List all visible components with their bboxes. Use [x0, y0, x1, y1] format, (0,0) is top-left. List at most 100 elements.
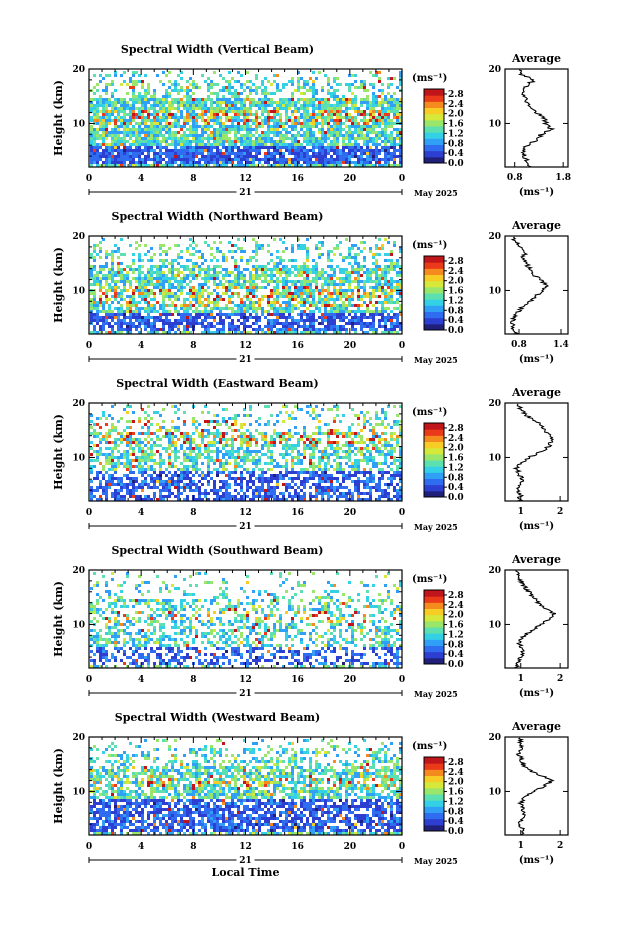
heatmap-cell	[390, 298, 393, 301]
heatmap-cell	[312, 280, 315, 283]
heatmap-cell	[132, 471, 135, 474]
heatmap-cell	[357, 247, 360, 250]
heatmap-cell	[321, 101, 324, 104]
heatmap-cell	[144, 468, 147, 471]
heatmap-cell	[108, 158, 111, 161]
heatmap-cell	[264, 98, 267, 101]
heatmap-cell	[336, 143, 339, 146]
heatmap-cell	[108, 325, 111, 328]
heatmap-cell	[135, 304, 138, 307]
heatmap-cell	[195, 101, 198, 104]
heatmap-cell	[249, 107, 252, 110]
heatmap-cell	[273, 128, 276, 131]
heatmap-cell	[126, 492, 129, 495]
heatmap-cell	[381, 140, 384, 143]
heatmap-cell	[336, 113, 339, 116]
heatmap-cell	[363, 289, 366, 292]
heatmap-cell	[123, 435, 126, 438]
heatmap-cell	[297, 289, 300, 292]
heatmap-cell	[114, 158, 117, 161]
heatmap-cell	[117, 146, 120, 149]
heatmap-cell	[132, 158, 135, 161]
heatmap-cell	[276, 134, 279, 137]
heatmap-cell	[279, 140, 282, 143]
heatmap-cell	[255, 328, 258, 331]
heatmap-cell	[132, 74, 135, 77]
heatmap-cell	[381, 119, 384, 122]
heatmap-cell	[282, 259, 285, 262]
heatmap-cell	[315, 277, 318, 280]
x-tick-label: 20	[344, 341, 357, 351]
heatmap-cell	[375, 152, 378, 155]
heatmap-cell	[216, 286, 219, 289]
heatmap-cell	[171, 104, 174, 107]
heatmap-cell	[132, 104, 135, 107]
heatmap-cell	[165, 322, 168, 325]
heatmap-cell	[111, 477, 114, 480]
heatmap-cell	[282, 146, 285, 149]
heatmap-cell	[138, 80, 141, 83]
heatmap-cell	[207, 313, 210, 316]
heatmap-cell	[255, 319, 258, 322]
heatmap-cell	[159, 128, 162, 131]
heatmap-cell	[360, 158, 363, 161]
heatmap-cell	[321, 149, 324, 152]
heatmap-cell	[213, 164, 216, 167]
heatmap-cell	[339, 328, 342, 331]
heatmap-cell	[186, 152, 189, 155]
heatmap-cell	[156, 152, 159, 155]
heatmap-cell	[168, 95, 171, 98]
heatmap-cell	[270, 319, 273, 322]
heatmap-cell	[297, 244, 300, 247]
heatmap-cell	[300, 125, 303, 128]
heatmap-cell	[324, 280, 327, 283]
heatmap-cell	[252, 158, 255, 161]
heatmap-cell	[378, 164, 381, 167]
heatmap-cell	[132, 477, 135, 480]
heatmap-cell	[393, 280, 396, 283]
heatmap-cell	[156, 158, 159, 161]
heatmap-cell	[207, 125, 210, 128]
heatmap-cell	[189, 131, 192, 134]
heatmap-cell	[105, 89, 108, 92]
heatmap-cell	[378, 110, 381, 113]
heatmap-cell	[216, 131, 219, 134]
heatmap-cell	[270, 295, 273, 298]
heatmap-cell	[147, 495, 150, 498]
heatmap-cell	[303, 283, 306, 286]
heatmap-cell	[165, 113, 168, 116]
heatmap-cell	[138, 280, 141, 283]
heatmap-cell	[165, 331, 168, 334]
heatmap-cell	[231, 283, 234, 286]
heatmap-cell	[114, 295, 117, 298]
heatmap-cell	[291, 304, 294, 307]
heatmap-cell	[102, 125, 105, 128]
heatmap-cell	[201, 149, 204, 152]
heatmap-cell	[303, 277, 306, 280]
heatmap-cell	[270, 104, 273, 107]
heatmap-cell	[168, 92, 171, 95]
heatmap-cell	[216, 307, 219, 310]
heatmap-cell	[153, 292, 156, 295]
heatmap-cell	[171, 301, 174, 304]
heatmap-cell	[138, 137, 141, 140]
heatmap-cell	[327, 274, 330, 277]
heatmap-cell	[303, 268, 306, 271]
heatmap-cell	[291, 152, 294, 155]
heatmap-cell	[255, 125, 258, 128]
heatmap-cell	[123, 408, 126, 411]
heatmap-cell	[306, 149, 309, 152]
heatmap-cell	[381, 244, 384, 247]
x-tick-label: 4	[138, 341, 144, 351]
heatmap-cell	[270, 110, 273, 113]
heatmap-cell	[369, 298, 372, 301]
heatmap-cell	[234, 98, 237, 101]
heatmap-cell	[186, 113, 189, 116]
heatmap-cell	[270, 98, 273, 101]
heatmap-cell	[297, 110, 300, 113]
heatmap-cell	[120, 289, 123, 292]
heatmap-cell	[177, 295, 180, 298]
heatmap-cell	[237, 295, 240, 298]
heatmap-cell	[321, 137, 324, 140]
heatmap-cell	[111, 417, 114, 420]
